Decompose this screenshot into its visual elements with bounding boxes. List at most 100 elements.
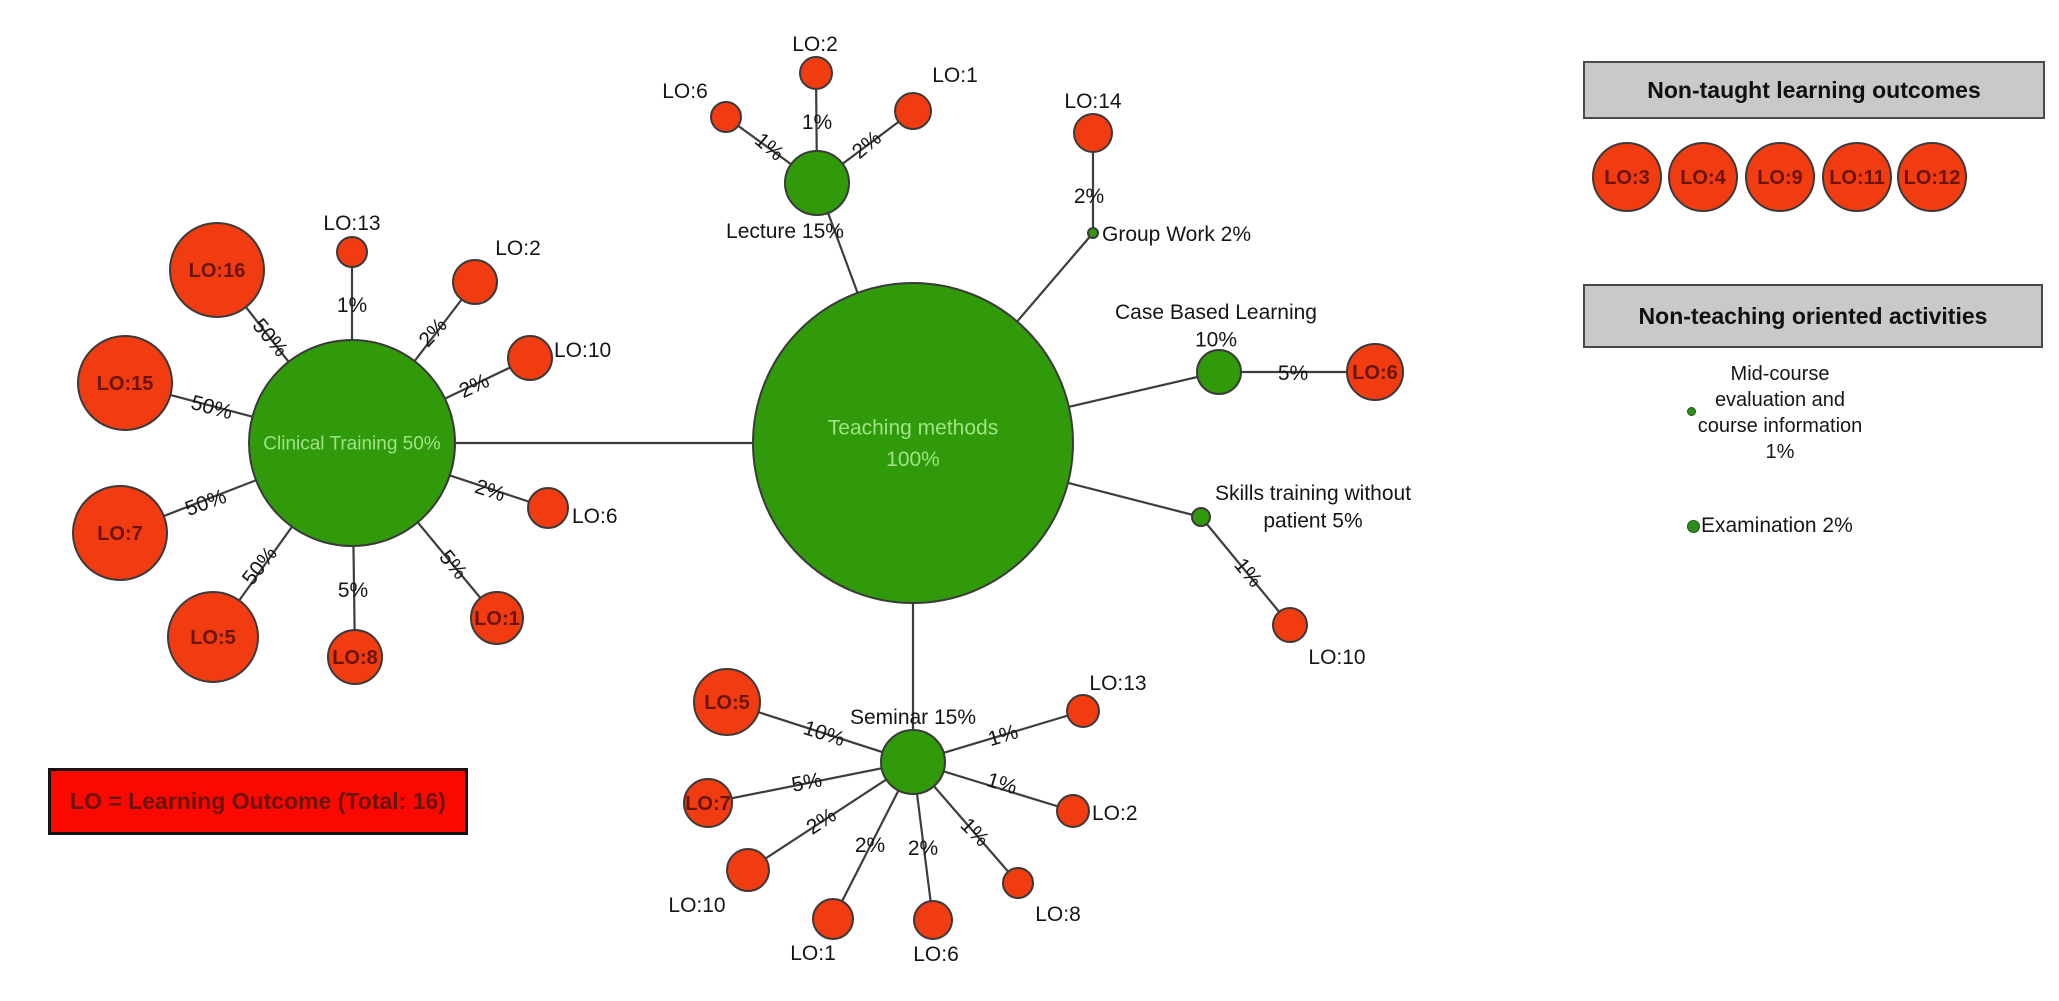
node-label-lo5_ct: LO:5 [190,627,236,649]
node-label-clinical: Clinical Training 50% [263,434,441,455]
node-label-lo16: LO:16 [189,260,246,282]
node-lo7_sem [683,778,733,828]
node-lo6_lec [710,101,742,133]
node-clinical [248,339,456,547]
node-lo1_lec [894,92,932,130]
node-lecture [784,150,850,216]
lo-abbreviation-note: LO = Learning Outcome (Total: 16) [48,768,468,835]
node-label-lo1_ct: LO:1 [474,608,520,630]
edge-label-seminar-lo1_sem: 2% [855,834,885,857]
node-label-legend_lo4: LO:4 [1680,167,1726,189]
midcourse-activity-dot-icon [1687,407,1696,416]
node-label-lo1_sem: LO:1 [790,942,836,965]
node-seminar [880,729,946,795]
edge-label-seminar-lo10_sem: 2% [802,804,840,840]
node-label-lo6_lec: LO:6 [662,80,708,103]
edge-label-seminar-lo7_sem: 5% [790,768,824,796]
edge-label-clinical-lo6_ct: 2% [472,475,508,506]
node-label-legend_lo9: LO:9 [1757,167,1803,189]
node-legend_lo11 [1822,142,1892,212]
node-lo5_ct [167,591,259,683]
node-teaching [752,282,1074,604]
examination-activity: Examination 2% [1687,514,1853,538]
edge-label-clinical-lo1_ct: 5% [434,546,471,584]
node-label-lo15: LO:15 [97,373,154,395]
node-legend_lo12 [1897,142,1967,212]
node-label-lo2_sem: LO:2 [1092,802,1138,825]
node-lo15 [77,335,173,431]
node-lo14 [1073,113,1113,153]
node-case_based [1196,349,1242,395]
node-lo2_sem [1056,794,1090,828]
legend-activities-header: Non-teaching oriented activities [1583,284,2043,348]
node-label-teaching: Teaching methods 100% [828,417,998,472]
lo-abbreviation-note-text: LO = Learning Outcome (Total: 16) [70,788,446,814]
edge-label-seminar-lo2_sem: 1% [984,768,1020,799]
edge-seminar-lo7_sem [707,760,914,805]
legend-non-taught-title: Non-taught learning outcomes [1647,76,1981,103]
node-lo1_sem [812,898,854,940]
node-lo13_ct [336,236,368,268]
node-legend_lo3 [1592,142,1662,212]
edge-label-clinical-lo16: 50% [248,314,293,361]
node-label-lo13_ct: LO:13 [323,212,380,235]
legend-activities-title: Non-teaching oriented activities [1638,302,1988,329]
node-label-lo7_sem: LO:7 [685,793,731,815]
node-lo5_sem [693,668,761,736]
edge-label-seminar-lo13_sem: 1% [985,720,1021,751]
node-label-lo8_sem: LO:8 [1035,903,1081,926]
edge-label-clinical-lo10_ct: 2% [456,369,493,403]
edge-label-clinical-lo8_ct: 5% [338,579,368,602]
node-label-lo8_ct: LO:8 [332,647,378,669]
node-label-lo6_sem: LO:6 [913,943,959,966]
node-legend_lo4 [1668,142,1738,212]
legend-non-taught-header: Non-taught learning outcomes [1583,61,2045,119]
node-label-lo1_lec: LO:1 [932,64,978,87]
edge-label-lecture-lo2_lec: 1% [802,111,832,134]
node-lo10_sk [1272,607,1308,643]
node-label-case_based: Case Based Learning 10% [1115,301,1317,351]
node-skills [1191,507,1211,527]
node-label-lo2_lec: LO:2 [792,33,838,56]
edge-label-clinical-lo15: 50% [188,391,235,424]
node-label-lo13_sem: LO:13 [1089,672,1146,695]
node-label-lo6_ct: LO:6 [572,505,618,528]
node-label-lo2_ct: LO:2 [495,237,541,260]
edge-label-seminar-lo6_sem: 2% [908,837,938,860]
node-label-lecture: Lecture 15% [726,220,844,243]
examination-activity-dot-icon [1687,519,1700,533]
node-label-lo10_sk: LO:10 [1308,646,1365,669]
node-label-lo5_sem: LO:5 [704,692,750,714]
node-lo16 [169,222,265,318]
node-lo10_sem [726,848,770,892]
node-lo8_ct [327,629,383,685]
node-label-lo7_ct: LO:7 [97,523,143,545]
node-label-lo10_ct: LO:10 [554,339,611,362]
node-label-lo6_cbl: LO:6 [1352,362,1398,384]
examination-activity-label: Examination 2% [1701,514,1853,537]
edge-label-clinical-lo7_ct: 50% [182,485,229,521]
edge-label-clinical-lo13_ct: 1% [337,294,367,317]
node-label-legend_lo3: LO:3 [1604,167,1650,189]
edge-label-seminar-lo5_sem: 10% [800,716,847,751]
edge-label-case_based-lo6_cbl: 5% [1278,362,1308,385]
node-label-legend_lo12: LO:12 [1904,167,1961,189]
node-lo6_cbl [1346,343,1404,401]
edge-skills-lo10_sk [1200,516,1291,626]
node-lo2_ct [452,259,498,305]
node-label-seminar: Seminar 15% [850,706,976,729]
node-label-skills: Skills training without patient 5% [1215,482,1411,532]
node-lo13_sem [1066,694,1100,728]
node-group_work [1087,227,1099,239]
midcourse-activity-label: Mid-course evaluation and course informa… [1697,363,1863,463]
node-lo6_ct [527,487,569,529]
node-lo8_sem [1002,867,1034,899]
node-lo2_lec [799,56,833,90]
node-legend_lo9 [1745,142,1815,212]
edge-label-lecture-lo6_lec: 1% [750,128,788,165]
node-label-lo14: LO:14 [1064,90,1122,113]
edge-label-lecture-lo1_lec: 2% [848,126,886,163]
edge-label-group_work-lo14: 2% [1074,185,1104,208]
node-lo7_ct [72,485,168,581]
